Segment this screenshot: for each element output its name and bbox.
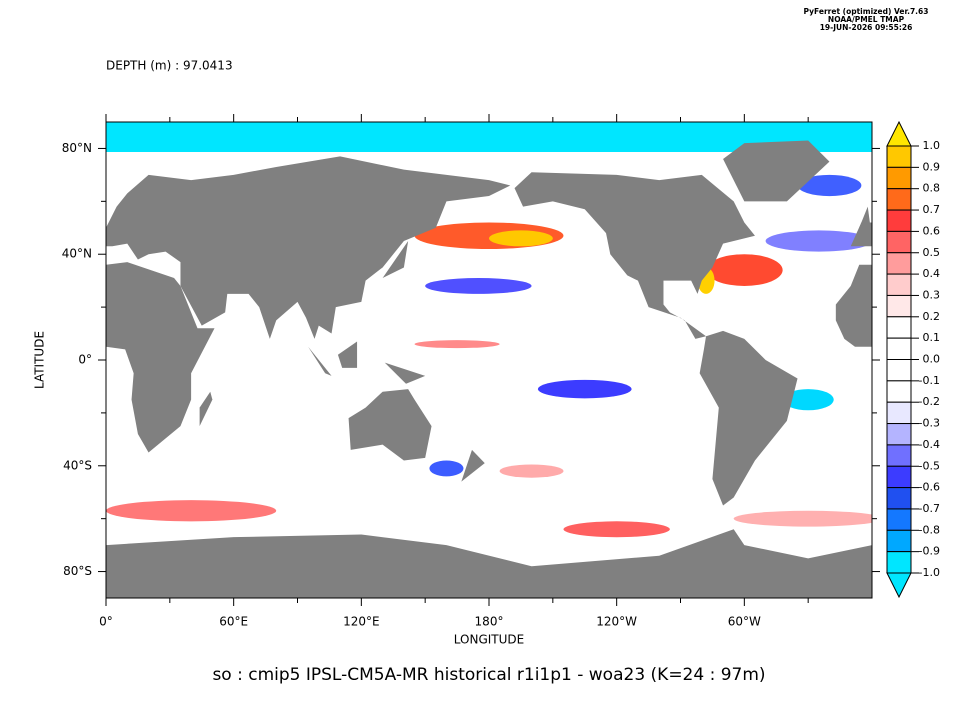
land	[337, 341, 358, 368]
anomaly-patch	[414, 340, 500, 349]
colorbar-swatch	[886, 337, 912, 360]
colorbar-swatch	[886, 209, 912, 232]
colorbar-label: -0.1	[919, 374, 940, 387]
y-axis-label: LATITUDE	[33, 331, 47, 389]
colorbar-swatch	[886, 551, 912, 574]
caption: so : cmip5 IPSL-CM5A-MR historical r1i1p…	[212, 665, 765, 685]
y-tick-label: 40°S	[63, 458, 92, 472]
colorbar-swatch	[886, 359, 912, 382]
land	[835, 264, 872, 347]
colorbar-label: 0.9	[923, 160, 941, 173]
land	[382, 241, 409, 279]
colorbar-label: 0.6	[923, 224, 941, 237]
x-tick-label: 60°W	[728, 615, 761, 629]
colorbar-label: 0.1	[923, 331, 941, 344]
colorbar-swatch	[886, 230, 912, 254]
colorbar-under	[886, 572, 912, 599]
colorbar-swatch	[886, 145, 912, 168]
colorbar-over	[886, 120, 912, 147]
x-tick-label: 0°	[99, 615, 113, 629]
colorbar: 1.0 0.9 0.8 0.7 0.6 0.5 0.4 0.3 0.2 0.1 0.0 -0.1 -0.…	[886, 120, 941, 599]
anomaly-patch	[537, 379, 632, 399]
land	[859, 206, 870, 228]
colorbar-swatch	[886, 423, 912, 446]
colorbar-label: 0.4	[923, 267, 941, 280]
x-tick-label: 120°W	[596, 615, 637, 629]
x-tick-label: 180°	[475, 615, 504, 629]
colorbar-label: 0.0	[923, 353, 941, 366]
y-tick-label: 80°N	[62, 141, 92, 155]
colorbar-swatch	[886, 401, 912, 425]
colorbar-swatch	[886, 380, 912, 403]
colorbar-label: -0.8	[919, 523, 940, 536]
colorbar-label: -0.6	[919, 481, 940, 494]
colorbar-swatch	[886, 508, 912, 531]
land	[106, 529, 872, 598]
colorbar-label: 0.2	[923, 310, 941, 323]
anomaly-patch	[488, 230, 553, 247]
y-tick-label: 80°S	[63, 564, 92, 578]
colorbar-swatch	[886, 529, 912, 553]
header-line: PyFerret (optimized) Ver.7.63	[804, 7, 929, 16]
anomaly-patch	[106, 500, 277, 522]
colorbar-label: 0.5	[923, 246, 941, 259]
land	[514, 172, 755, 339]
land	[106, 156, 511, 339]
colorbar-swatch	[886, 252, 912, 275]
anomaly-patch	[733, 510, 872, 527]
anomaly-patch	[797, 174, 862, 197]
colorbar-label: -0.3	[919, 417, 940, 430]
map-area	[106, 122, 872, 598]
y-tick-label: 0°	[78, 353, 92, 367]
anomaly-patch	[499, 464, 564, 478]
anomaly-patch	[563, 521, 670, 538]
colorbar-label: -0.4	[919, 438, 940, 451]
land	[106, 262, 215, 453]
colorbar-swatch	[886, 465, 912, 489]
colorbar-swatch	[886, 166, 912, 190]
colorbar-swatch	[886, 444, 912, 467]
x-tick-label: 120°E	[343, 615, 380, 629]
colorbar-label: 0.8	[923, 182, 941, 195]
colorbar-swatch	[886, 487, 912, 510]
colorbar-label: -0.5	[919, 459, 940, 472]
x-tick-label: 60°E	[219, 615, 248, 629]
colorbar-label: -1.0	[919, 566, 940, 579]
colorbar-swatch	[886, 316, 912, 339]
land	[199, 391, 213, 427]
x-axis-label: LONGITUDE	[454, 633, 524, 647]
anomaly-patch	[425, 278, 532, 294]
land	[384, 362, 426, 384]
colorbar-label: 0.7	[923, 203, 941, 216]
land	[348, 389, 432, 461]
land	[461, 449, 485, 482]
colorbar-swatch	[886, 273, 912, 296]
header-line: 19-JUN-2026 09:55:26	[820, 23, 913, 32]
land	[850, 222, 872, 247]
anomaly-patch	[782, 389, 834, 411]
colorbar-label: 0.3	[923, 288, 941, 301]
land	[308, 346, 332, 376]
land	[723, 140, 830, 202]
colorbar-swatch	[886, 188, 912, 211]
anomaly-patch	[429, 460, 464, 477]
depth-title: DEPTH (m) : 97.0413	[106, 59, 233, 73]
y-tick-label: 40°N	[62, 247, 92, 261]
land	[699, 330, 798, 506]
colorbar-swatch	[886, 294, 912, 318]
anomaly-patch	[765, 230, 872, 252]
colorbar-label: -0.9	[919, 545, 940, 558]
colorbar-label: 1.0	[923, 139, 941, 152]
colorbar-label: -0.2	[919, 395, 940, 408]
anomaly-patch	[706, 254, 783, 286]
colorbar-label: -0.7	[919, 502, 940, 515]
header-line: NOAA/PMEL TMAP	[828, 15, 905, 24]
